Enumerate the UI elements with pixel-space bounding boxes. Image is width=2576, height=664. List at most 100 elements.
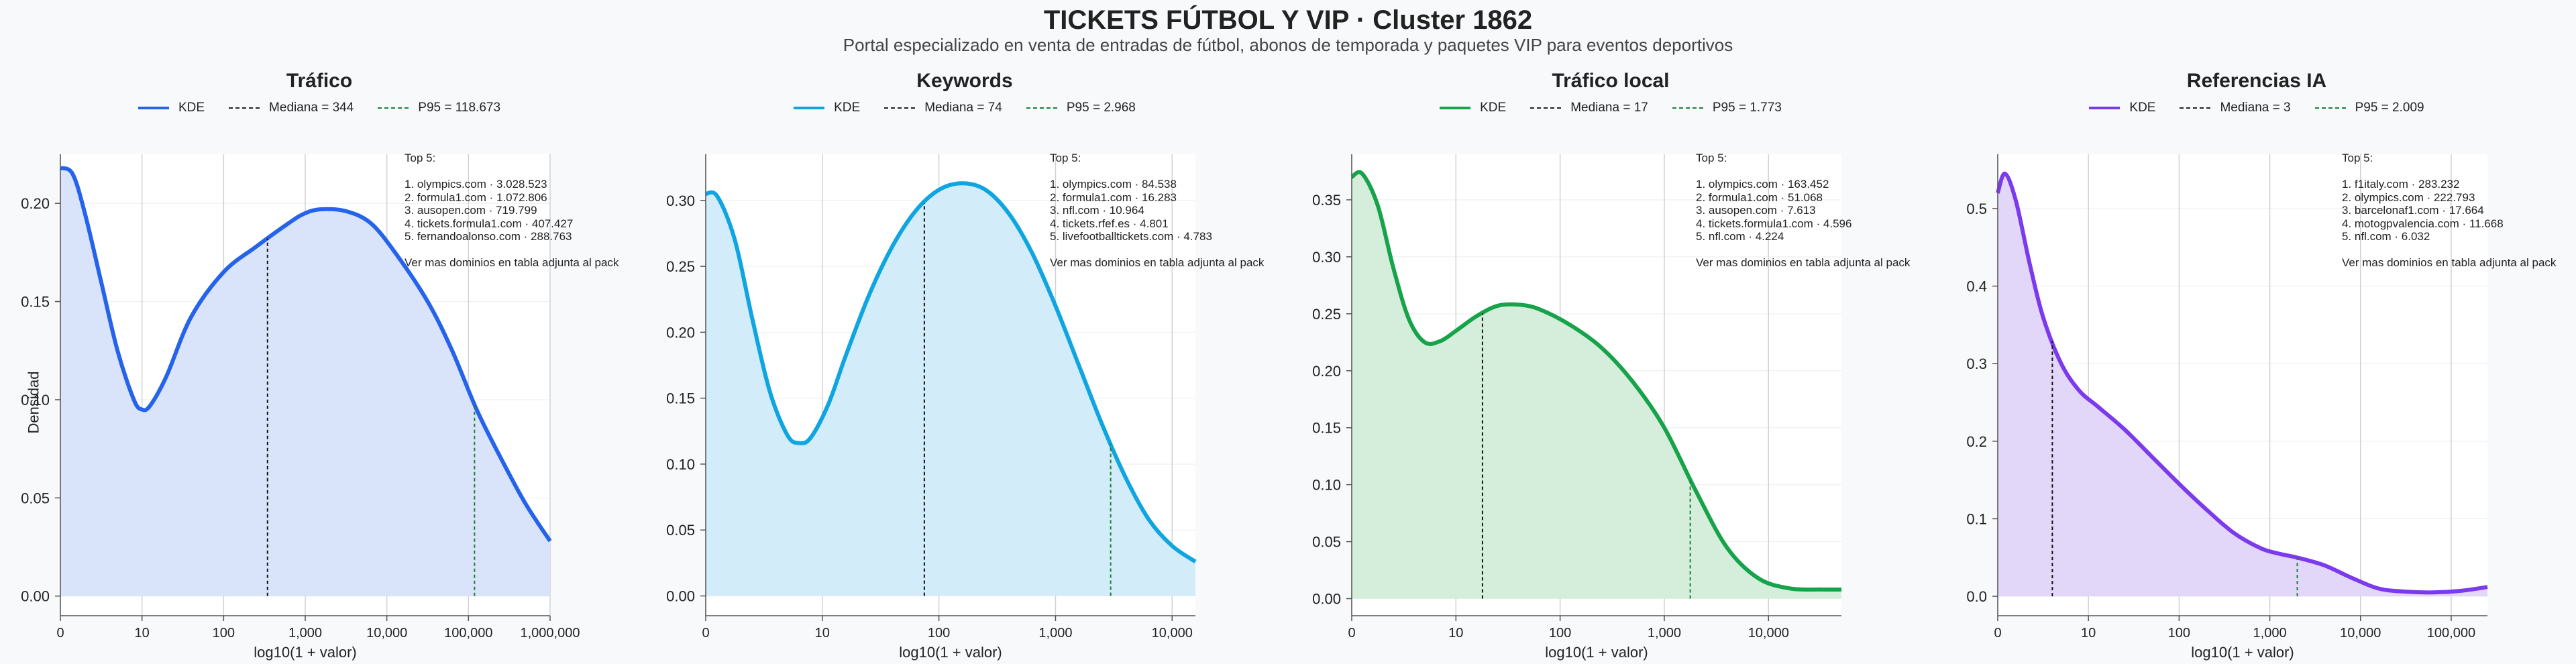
top5-item: 2. olympics.com · 222.793 xyxy=(2342,190,2475,204)
top5-footer: Ver mas dominios en tabla adjunta al pac… xyxy=(405,256,619,269)
kde-line xyxy=(705,181,1197,563)
top5-header: Top 5: xyxy=(1050,152,1081,164)
legend-kde: KDE xyxy=(2089,101,2155,115)
y-tick-label: 0.15 xyxy=(1312,420,1341,437)
legend-swatch xyxy=(2180,107,2211,109)
kde-area xyxy=(1998,173,2487,597)
top5-footer: Ver mas dominios en tabla adjunta al pac… xyxy=(1696,256,1911,269)
chart-panel-4: Referencias IA KDE Mediana = 3 P95 = 2.009 0… xyxy=(1937,0,2576,661)
x-tick-label: 100,000 xyxy=(444,626,492,641)
panel-title: Referencias IA xyxy=(2186,70,2327,92)
top5-footer: Ver mas dominios en tabla adjunta al pac… xyxy=(2342,256,2557,269)
y-tick-label: 0.0 xyxy=(1966,588,1987,605)
chart-subtitle: Portal especializado en venta de entrada… xyxy=(843,35,1733,55)
y-tick-label: 0.05 xyxy=(21,490,50,506)
x-tick-label: 10,000 xyxy=(366,626,407,641)
legend-kde: KDE xyxy=(794,101,860,115)
x-tick-label: 100 xyxy=(1549,626,1571,641)
top5-annotation: Top 5: 1. f1italy.com · 283.232 2. olympic… xyxy=(2342,152,2556,270)
legend-kde: KDE xyxy=(138,101,205,115)
legend-label: KDE xyxy=(834,101,861,115)
legend-swatch xyxy=(1440,107,1471,109)
y-tick-label: 0.20 xyxy=(1312,363,1341,380)
y-tick-label: 0.00 xyxy=(1312,591,1341,608)
chart-panel-2: Keywords KDE Mediana = 74 P95 = 2.968 0.00 0.… xyxy=(645,0,1284,661)
y-tick-label: 0.20 xyxy=(666,324,695,341)
kde-line xyxy=(1996,171,2488,595)
legend-swatch xyxy=(2089,107,2121,109)
top5-header: Top 5: xyxy=(1696,152,1727,164)
top5-item: 1. olympics.com · 163.452 xyxy=(1696,178,1829,190)
top5-annotation: Top 5: 1. olympics.com · 3.028.523 2. form… xyxy=(405,152,619,270)
legend: KDE Mediana = 3 P95 = 2.009 xyxy=(1937,101,2576,115)
top5-item: 1. olympics.com · 84.538 xyxy=(1050,178,1177,190)
top5-item: 4. tickets.rfef.es · 4.801 xyxy=(1050,217,1169,230)
kde-plot: 0.00 0.05 0.10 0.15 0.20 0.25 0.30 0.35 0 10 100 1,… xyxy=(1312,154,1842,661)
y-tick-label: 0.05 xyxy=(1312,534,1341,551)
y-tick-label: 0.25 xyxy=(666,258,695,275)
legend: KDE Mediana = 344 P95 = 118.673 xyxy=(0,101,639,115)
legend-p95: P95 = 118.673 xyxy=(378,101,500,115)
legend-median: Mediana = 74 xyxy=(884,101,1002,115)
legend-swatch xyxy=(884,107,916,109)
top5-annotation: Top 5: 1. olympics.com · 163.452 2. formul… xyxy=(1696,152,1910,270)
y-tick-label: 0.25 xyxy=(1312,306,1341,323)
kde-area xyxy=(1352,172,1841,599)
legend-swatch xyxy=(1530,107,1562,109)
chart-title: TICKETS FÚTBOL Y VIP · Cluster 1862 xyxy=(1043,5,1533,35)
x-tick-label: 0 xyxy=(56,626,64,641)
y-tick-label: 0.15 xyxy=(21,294,50,311)
panel-title: Keywords xyxy=(916,70,1013,92)
legend-label: KDE xyxy=(1480,101,1507,115)
y-tick-label: 0.10 xyxy=(1312,477,1341,494)
legend-kde: KDE xyxy=(1440,101,1506,115)
y-tick-label: 0.00 xyxy=(21,588,50,605)
x-tick-label: 10 xyxy=(135,626,150,641)
x-tick-label: 1,000 xyxy=(288,626,322,641)
x-tick-label: 100 xyxy=(213,626,235,641)
y-tick-label: 0.30 xyxy=(666,192,695,209)
chart-panel-1: Tráfico KDE Mediana = 344 P95 = 118.673 0.00… xyxy=(0,0,639,661)
top5-item: 5. livefootballtickets.com · 4.783 xyxy=(1050,230,1212,243)
top5-header: Top 5: xyxy=(405,152,436,164)
legend-swatch xyxy=(2314,107,2346,109)
legend-p95: P95 = 1.773 xyxy=(1672,101,1782,115)
x-tick-label: 10 xyxy=(1448,626,1463,641)
top5-item: 1. f1italy.com · 283.232 xyxy=(2342,178,2460,190)
legend-label: P95 = 118.673 xyxy=(418,101,501,115)
y-tick-label: 0.3 xyxy=(1966,355,1987,372)
x-axis-label: log10(1 + valor) xyxy=(2191,644,2294,661)
x-tick-label: 0 xyxy=(1994,626,2001,641)
x-tick-label: 0 xyxy=(1348,626,1355,641)
legend-swatch xyxy=(1672,107,1703,109)
top5-item: 5. nfl.com · 4.224 xyxy=(1696,230,1784,243)
top5-item: 3. ausopen.com · 719.799 xyxy=(405,204,537,217)
legend-label: Mediana = 344 xyxy=(269,101,354,115)
legend: KDE Mediana = 17 P95 = 1.773 xyxy=(1291,101,1930,115)
top5-header: Top 5: xyxy=(2342,152,2373,164)
legend-label: P95 = 1.773 xyxy=(1712,101,1782,115)
legend-median: Mediana = 17 xyxy=(1530,101,1648,115)
y-tick-label: 0.10 xyxy=(666,456,695,473)
x-tick-label: 10,000 xyxy=(1152,626,1193,641)
top5-annotation: Top 5: 1. olympics.com · 84.538 2. formula… xyxy=(1050,152,1264,270)
kde-line xyxy=(59,166,552,543)
legend-label: KDE xyxy=(2129,101,2156,115)
legend-swatch xyxy=(378,107,409,109)
legend-label: Mediana = 17 xyxy=(1570,101,1648,115)
legend-p95: P95 = 2.968 xyxy=(1026,101,1136,115)
x-tick-label: 0 xyxy=(702,626,709,641)
x-tick-label: 10,000 xyxy=(1748,626,1789,641)
y-tick-label: 0.10 xyxy=(21,392,50,408)
panel-title: Tráfico xyxy=(286,70,353,92)
x-tick-label: 100 xyxy=(928,626,950,641)
y-tick-label: 0.05 xyxy=(666,522,695,539)
y-tick-label: 0.35 xyxy=(1312,192,1341,209)
legend-p95: P95 = 2.009 xyxy=(2314,101,2424,115)
kde-area xyxy=(60,168,550,596)
x-tick-label: 1,000,000 xyxy=(521,626,580,641)
y-tick-label: 0.30 xyxy=(1312,249,1341,266)
legend-label: Mediana = 74 xyxy=(924,101,1002,115)
panel-title: Tráfico local xyxy=(1552,70,1670,92)
top5-item: 3. barcelonaf1.com · 17.664 xyxy=(2342,204,2484,217)
